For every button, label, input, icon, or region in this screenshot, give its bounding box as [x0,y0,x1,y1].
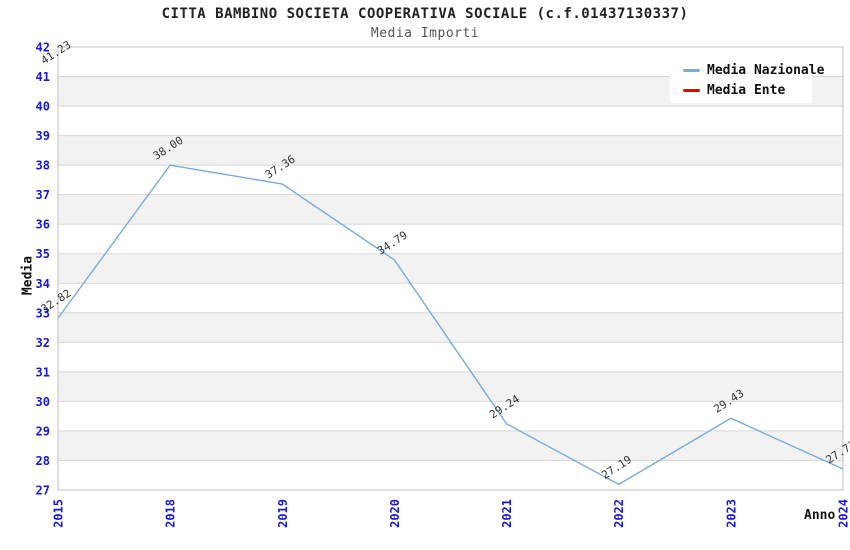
x-tick-label: 2023 [724,499,738,528]
x-tick-label: 2019 [276,499,290,528]
x-tick-label: 2021 [500,499,514,528]
legend-label: Media Ente [707,82,786,98]
grid-band [58,371,843,402]
plot-border [57,46,844,491]
y-tick-label: 27 [36,484,50,498]
series-line-0 [57,164,844,486]
y-tick-label: 41 [36,70,50,84]
grid-band [58,194,843,225]
y-tick-label: 37 [36,188,50,202]
x-tick-label: 2018 [164,499,178,528]
legend: Media Nazionale Media Ente [670,57,824,103]
grid-band [58,312,843,343]
y-tick-label: 34 [36,277,50,291]
grid-band [58,253,843,284]
y-tick-label: 32 [36,336,50,350]
x-tick-label: 2020 [388,499,402,528]
chart-title: CITTA BAMBINO SOCIETA COOPERATIVA SOCIAL… [161,6,689,22]
legend-item-media-ente: Media Ente [670,80,812,100]
grid-band [58,430,843,461]
y-tick-label: 38 [36,159,50,173]
y-tick-label: 36 [36,218,50,232]
y-tick-label: 35 [36,247,50,261]
y-tick-label: 33 [36,306,50,320]
x-tick-label: 2015 [52,499,66,528]
y-tick-label: 30 [36,395,50,409]
chart-subtitle: Media Importi [370,26,480,41]
y-tick-label: 28 [36,454,50,468]
legend-swatch-blue-line-icon [683,68,700,72]
y-tick-label: 42 [36,41,50,55]
x-tick-label: 2022 [612,499,626,528]
y-tick-label: 39 [36,129,50,143]
point-label: 34.79 [375,229,410,258]
y-tick-label: 29 [36,424,50,438]
point-label: 32.82 [39,287,74,316]
x-tick-label: 2024 [837,499,850,528]
y-axis-title: Media [20,255,36,296]
y-tick-label: 40 [36,100,50,114]
grid-band [58,135,843,166]
x-axis-title: Anno [804,508,836,523]
legend-label: Media Nazionale [707,62,825,78]
legend-swatch-red-line-icon [683,88,700,92]
y-tick-label: 31 [36,365,50,379]
legend-item-media-nazionale: Media Nazionale [670,60,824,80]
